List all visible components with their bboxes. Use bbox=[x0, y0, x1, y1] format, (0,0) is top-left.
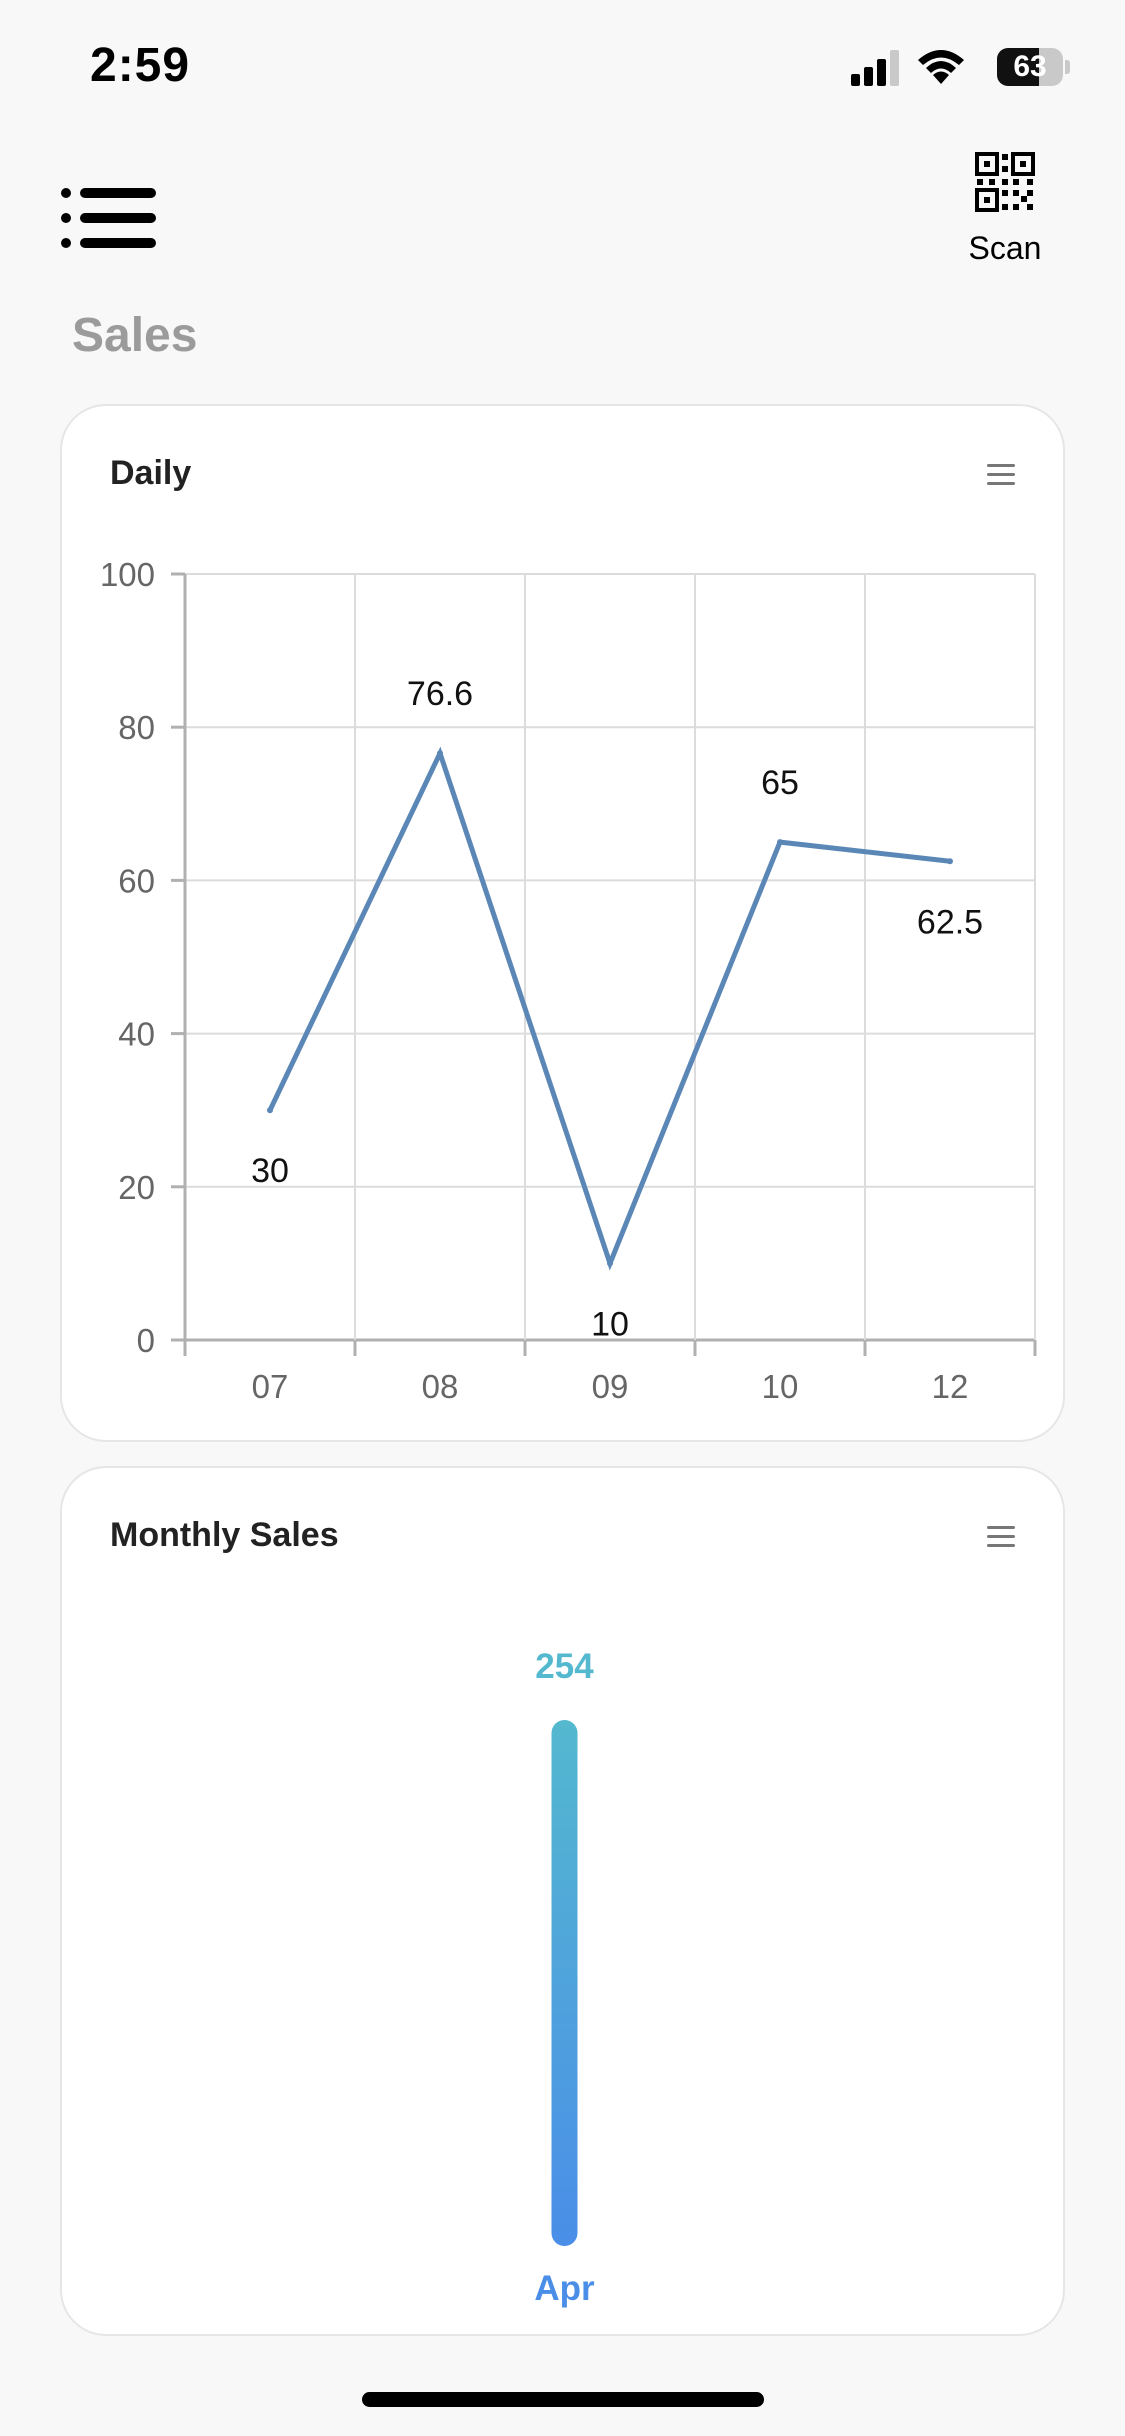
x-tick-label: 12 bbox=[932, 1368, 969, 1405]
y-tick-label: 0 bbox=[137, 1322, 155, 1359]
y-tick-label: 40 bbox=[118, 1016, 155, 1053]
hamburger-icon-line bbox=[987, 1526, 1015, 1529]
daily-card-title: Daily bbox=[110, 454, 192, 492]
bar-value-label: 254 bbox=[535, 1647, 594, 1686]
bar-category-label: Apr bbox=[534, 2269, 595, 2308]
monthly-bar-chart: 254 Apr bbox=[534, 1647, 595, 2308]
data-point[interactable] bbox=[777, 839, 783, 846]
hamburger-icon-line bbox=[987, 1535, 1015, 1538]
data-point[interactable] bbox=[947, 858, 953, 865]
monthly-bar[interactable] bbox=[551, 1720, 578, 2246]
status-time: 2:59 bbox=[90, 39, 191, 92]
hamburger-icon-line bbox=[987, 464, 1015, 467]
monthly-sales-card: 254 Apr Monthly Sales bbox=[60, 1466, 1065, 2336]
x-tick-label: 08 bbox=[422, 1368, 459, 1405]
home-indicator[interactable] bbox=[362, 2392, 764, 2407]
scan-button[interactable]: Scan bbox=[945, 152, 1065, 282]
menu-button[interactable] bbox=[60, 186, 158, 250]
scan-label: Scan bbox=[968, 230, 1042, 266]
y-tick-label: 80 bbox=[118, 709, 155, 746]
battery-level: 63 bbox=[1013, 50, 1047, 83]
data-point[interactable] bbox=[437, 750, 443, 757]
wifi-icon bbox=[918, 50, 964, 84]
data-label: 10 bbox=[591, 1305, 629, 1343]
page-title: Sales bbox=[72, 309, 198, 362]
qr-code-icon bbox=[975, 152, 1035, 212]
list-menu-icon bbox=[61, 188, 156, 248]
x-tick-label: 10 bbox=[762, 1368, 799, 1405]
y-tick-label: 60 bbox=[118, 862, 155, 899]
monthly-chart-menu-button[interactable] bbox=[987, 1524, 1015, 1550]
cellular-signal-icon bbox=[851, 50, 899, 86]
data-label: 62.5 bbox=[917, 903, 983, 941]
y-tick-label: 100 bbox=[100, 556, 155, 593]
hamburger-icon-line bbox=[987, 1544, 1015, 1547]
x-tick-label: 09 bbox=[592, 1368, 629, 1405]
daily-chart-card: 0 20 40 60 80 100 07 08 09 10 12 30 76.6 10 65 62.5 Dai… bbox=[60, 404, 1065, 1442]
x-tick-label: 07 bbox=[252, 1368, 289, 1405]
battery-icon: 63 bbox=[997, 48, 1070, 86]
y-tick-label: 20 bbox=[118, 1169, 155, 1206]
daily-line-chart: 0 20 40 60 80 100 07 08 09 10 12 30 76.6 10 65 62.5 bbox=[100, 556, 1037, 1405]
data-point[interactable] bbox=[607, 1260, 613, 1267]
data-label: 30 bbox=[251, 1152, 289, 1190]
data-label: 65 bbox=[761, 764, 799, 802]
hamburger-icon-line bbox=[987, 482, 1015, 485]
daily-chart-menu-button[interactable] bbox=[987, 462, 1015, 488]
data-label: 76.6 bbox=[407, 675, 473, 713]
status-icons: 63 bbox=[851, 48, 1081, 88]
data-point[interactable] bbox=[267, 1107, 273, 1114]
monthly-card-title: Monthly Sales bbox=[110, 1516, 339, 1554]
hamburger-icon-line bbox=[987, 473, 1015, 476]
status-bar: 2:59 63 bbox=[0, 0, 1125, 130]
